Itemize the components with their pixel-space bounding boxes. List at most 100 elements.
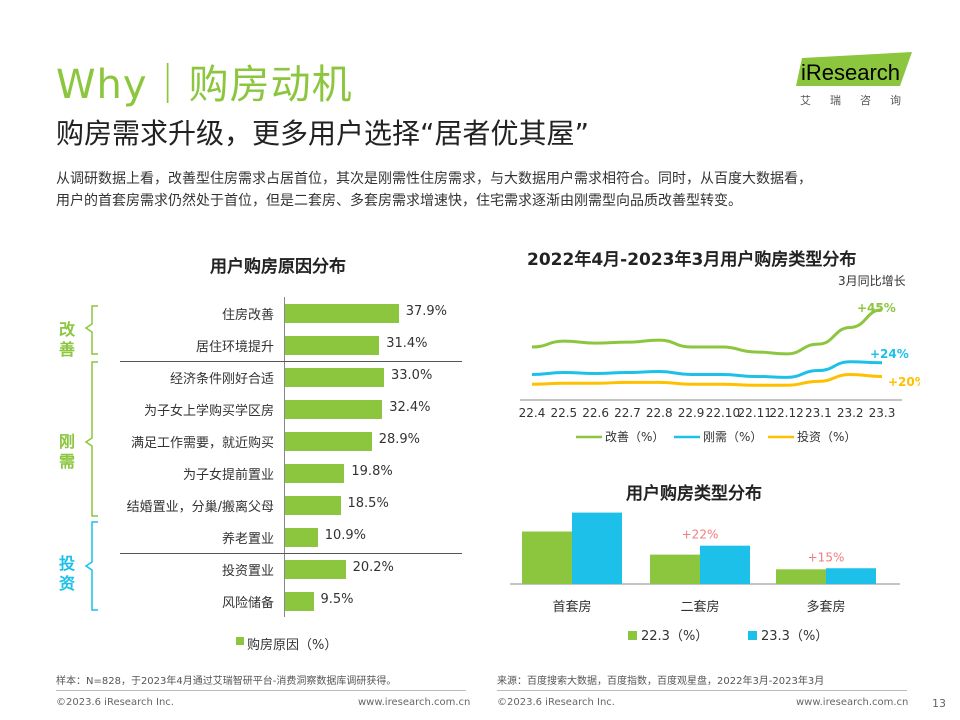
reason-bar	[285, 495, 341, 515]
url-right: www.iresearch.com.cn	[796, 697, 909, 708]
left-legend-swatch	[236, 637, 244, 645]
page-number: 13	[932, 697, 946, 710]
category-label: 投资置业	[221, 564, 274, 579]
x-tick-label: 22.12	[769, 406, 803, 420]
legend-label: 投资（%）	[797, 429, 856, 444]
bracket-invest	[84, 521, 98, 611]
group-label-rigid: 刚 需	[57, 432, 77, 472]
growth-label: +22%	[682, 528, 719, 542]
category-label: 结婚置业，分巢/搬离父母	[126, 500, 274, 515]
bracket-rigid	[84, 361, 98, 517]
type-bar-chart-title: 用户购房类型分布	[626, 484, 762, 504]
category-label: 风险储备	[221, 596, 274, 611]
type-bar	[650, 554, 700, 584]
category-label: 多套房	[806, 599, 845, 615]
legend-label: 改善（%）	[605, 429, 664, 444]
x-tick-label: 22.4	[519, 406, 546, 420]
type-bar	[522, 531, 572, 584]
url-left: www.iresearch.com.cn	[358, 697, 471, 708]
category-label: 经济条件刚好合适	[169, 372, 274, 387]
type-bar	[572, 512, 622, 584]
value-label: 9.5%	[320, 592, 354, 607]
category-label: 满足工作需要，就近购买	[130, 436, 274, 451]
reason-bar	[285, 303, 399, 323]
value-label: 37.9%	[405, 304, 447, 319]
sample-note: 样本：N=828，于2023年4月通过艾瑞智研平台-消费洞察数据库调研获得。	[56, 676, 397, 687]
left-legend-label: 购房原因（%）	[247, 638, 338, 653]
line-chart-title: 2022年4月-2023年3月用户购房类型分布	[527, 250, 857, 270]
group-invest-char1: 投	[58, 554, 75, 573]
x-tick-label: 22.8	[646, 406, 673, 420]
page-subtitle: 购房需求升级，更多用户选择“居者优其屋”	[56, 117, 590, 150]
value-label: 32.4%	[389, 400, 431, 415]
type-bar	[776, 569, 826, 584]
value-label: 20.2%	[352, 560, 394, 575]
reason-bar	[285, 367, 384, 387]
value-label: 33.0%	[391, 368, 433, 383]
category-label: 住房改善	[221, 308, 274, 323]
value-label: 31.4%	[386, 336, 428, 351]
reason-bar	[285, 399, 383, 419]
x-tick-label: 22.7	[614, 406, 641, 420]
reason-bar	[285, 463, 345, 483]
growth-annotation: +20%	[888, 375, 920, 389]
series-line-1	[531, 308, 883, 356]
type-bar	[700, 545, 750, 584]
value-label: 10.9%	[324, 528, 366, 543]
value-label: 28.9%	[378, 432, 420, 447]
x-tick-label: 22.6	[582, 406, 609, 420]
category-label: 首套房	[552, 599, 591, 615]
bracket-improve	[84, 305, 98, 355]
x-tick-label: 23.3	[869, 406, 896, 420]
group-rigid-char1: 刚	[58, 432, 75, 451]
group-improve-char1: 改	[58, 320, 75, 339]
category-label: 养老置业	[221, 532, 274, 547]
legend-swatch	[628, 631, 637, 640]
reason-bar	[285, 591, 314, 611]
x-tick-label: 23.2	[837, 406, 864, 420]
left-chart-axis	[284, 297, 285, 617]
category-label: 为子女提前置业	[182, 468, 274, 483]
logo-shape	[796, 52, 912, 86]
category-label: 二套房	[680, 599, 719, 615]
page-title: Why｜购房动机	[56, 62, 353, 108]
category-label: 为子女上学购买学区房	[143, 404, 274, 419]
legend-label: 23.3（%）	[761, 629, 828, 644]
category-label: 居住环境提升	[195, 340, 274, 355]
logo-subtext: 艾瑞咨询	[800, 94, 920, 107]
growth-annotation: +24%	[870, 347, 909, 361]
growth-label: +15%	[808, 550, 845, 564]
copyright-left: ©2023.6 iResearch Inc.	[56, 697, 174, 708]
value-label: 19.8%	[351, 464, 393, 479]
legend-swatch	[748, 631, 757, 640]
reason-bar	[285, 559, 346, 579]
logo-text: iResearch	[801, 60, 900, 85]
group-invest-char2: 资	[58, 574, 75, 593]
group-separator-1	[120, 361, 462, 362]
value-label: 18.5%	[347, 496, 389, 511]
x-tick-label: 22.9	[678, 406, 705, 420]
series-line-2	[531, 360, 883, 379]
group-rigid-char2: 需	[58, 452, 75, 471]
iresearch-logo: iResearch	[796, 52, 912, 86]
summary-line-2: 用户的首套房需求仍然处于首位，但是二套房、多套房需求增速快，住宅需求逐渐由刚需型…	[56, 193, 742, 209]
group-label-invest: 投 资	[57, 554, 77, 594]
summary-line-1: 从调研数据上看，改善型住房需求占居首位，其次是刚需性住房需求，与大数据用户需求相…	[56, 171, 812, 187]
legend-label: 刚需（%）	[703, 430, 762, 444]
x-tick-label: 23.1	[805, 406, 832, 420]
left-chart-title: 用户购房原因分布	[210, 257, 346, 277]
reason-bar	[285, 527, 318, 547]
growth-annotation: +45%	[857, 301, 896, 315]
group-separator-2	[120, 553, 462, 554]
footer-divider-right	[497, 690, 907, 691]
x-tick-label: 22.11	[738, 406, 772, 420]
line-chart-note: 3月同比增长	[838, 274, 906, 288]
reason-bar	[285, 335, 380, 355]
legend-label: 22.3（%）	[641, 629, 708, 644]
type-bar-chart: 首套房 二套房 多套房 +22% +15% 22.3（%） 23.3（%）	[510, 512, 900, 644]
type-bar	[826, 568, 876, 584]
copyright-right: ©2023.6 iResearch Inc.	[497, 697, 615, 708]
group-brackets	[84, 305, 98, 611]
footer-divider-left	[56, 690, 466, 691]
